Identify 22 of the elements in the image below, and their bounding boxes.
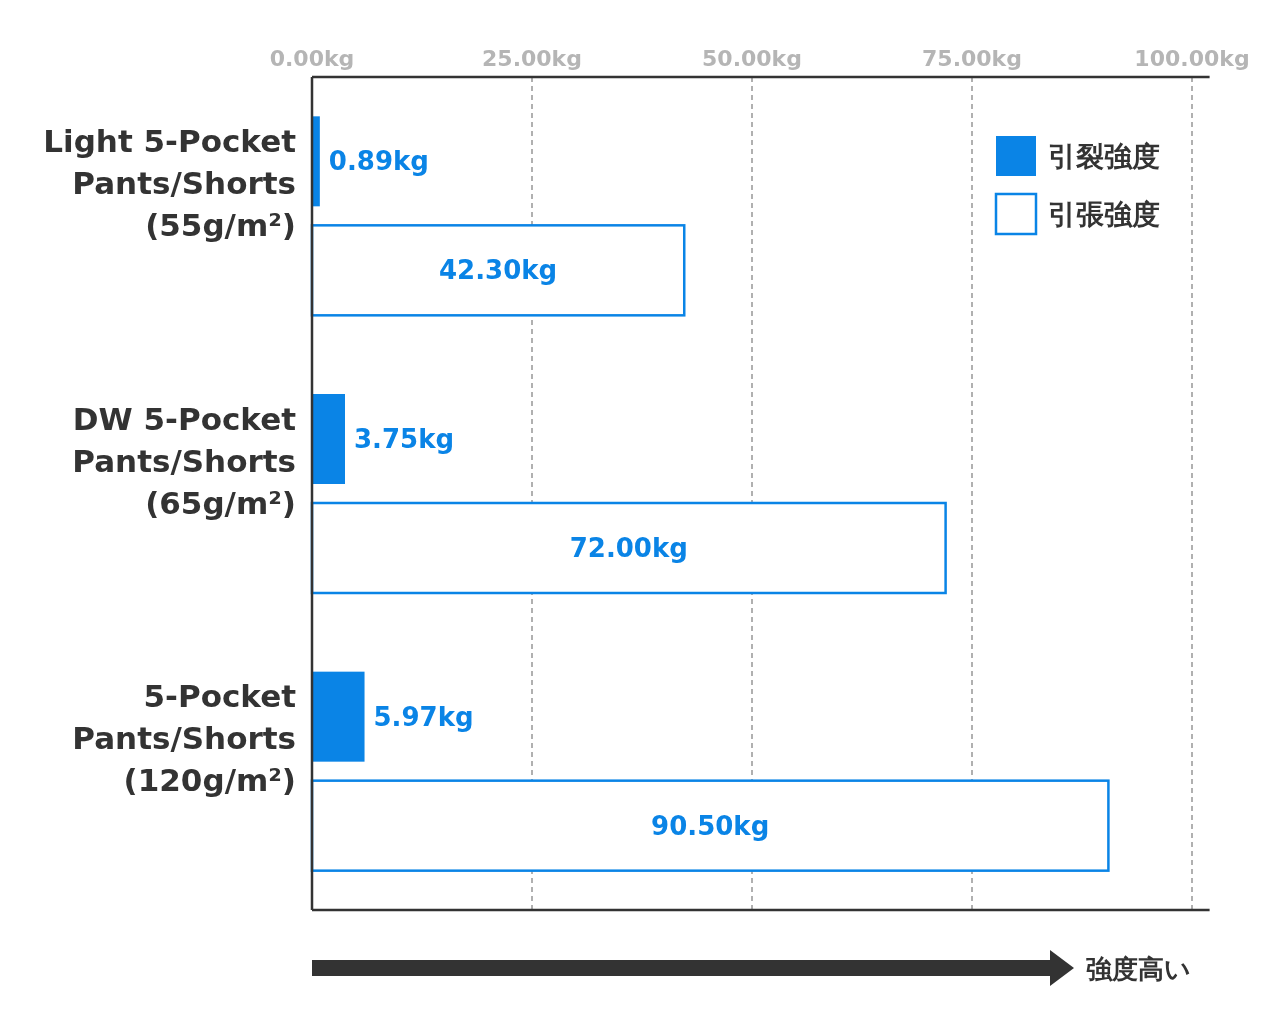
text: 強度高い bbox=[1086, 954, 1191, 984]
bar bbox=[310, 779, 1110, 872]
x-tick-label: 25.00kg bbox=[482, 46, 582, 71]
data-label: 3.75kg bbox=[354, 424, 455, 454]
data-label: 42.30kg bbox=[439, 255, 558, 286]
bar bbox=[310, 501, 947, 595]
y-tick-label: Light 5-Pocket Pants/Shorts (55g/m²) bbox=[43, 122, 297, 243]
data-label: 0.89kg bbox=[328, 146, 429, 177]
y-tick-label: 5-Pocket Pants/Shorts (120g/m²) bbox=[72, 678, 297, 799]
x-tick-label: 100.00kg bbox=[1134, 46, 1250, 71]
x-tick-label: 50.00kg bbox=[702, 46, 802, 71]
legend-label: 引張強度 bbox=[1048, 198, 1160, 231]
data-label: 72.00kg bbox=[569, 533, 688, 563]
x-tick-label: 0.00kg bbox=[269, 46, 355, 71]
y-tick-label: DW 5-Pocket Pants/Shorts (65g/m²) bbox=[72, 400, 297, 521]
legend-label: 引裂強度 bbox=[1048, 140, 1160, 173]
x-tick-label: 75.00kg bbox=[922, 46, 1022, 71]
data-label: 5.97kg bbox=[373, 701, 474, 732]
bar bbox=[312, 671, 365, 762]
bar bbox=[312, 394, 345, 484]
bar bbox=[310, 224, 686, 317]
data-label: 90.50kg bbox=[651, 810, 770, 841]
